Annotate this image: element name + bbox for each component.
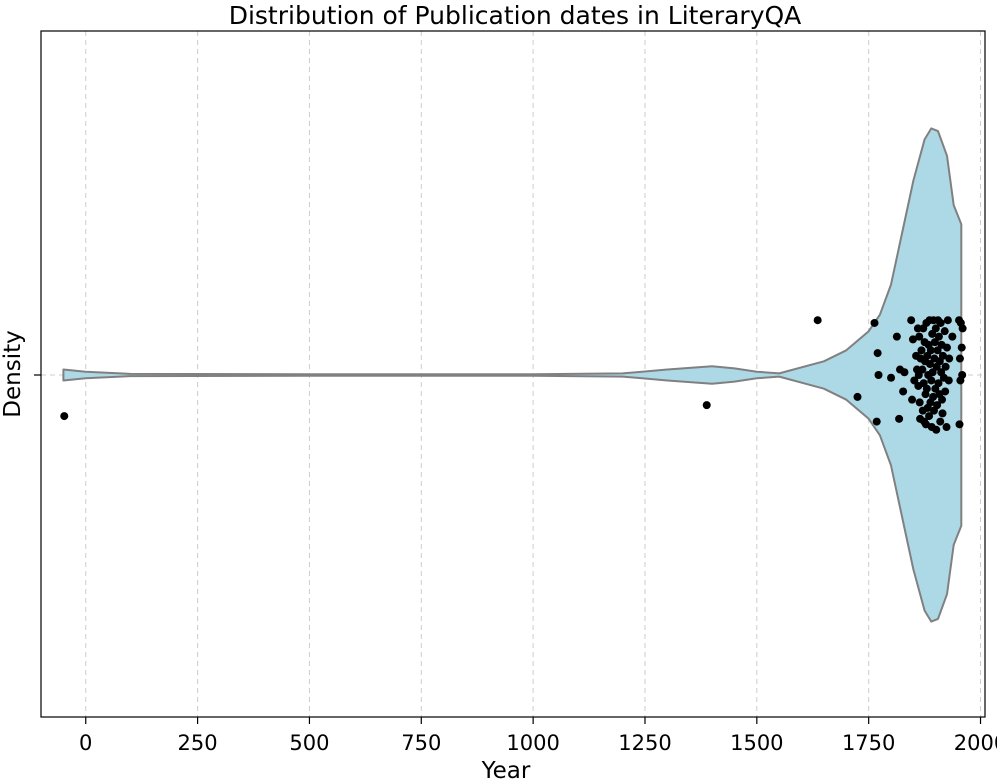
data-point	[892, 332, 901, 341]
data-point	[929, 392, 938, 401]
data-point	[933, 401, 942, 410]
x-axis-ticks: 0 250 500 750 1000 1250 1500 1750 2000	[79, 717, 997, 755]
data-point	[945, 354, 954, 363]
data-point	[940, 327, 949, 336]
data-point	[931, 324, 940, 333]
data-point	[918, 365, 927, 374]
data-point	[853, 392, 862, 401]
plot-frame	[40, 30, 986, 718]
data-point	[910, 376, 919, 385]
data-point	[873, 349, 882, 358]
data-point	[908, 395, 917, 404]
data-point	[872, 417, 881, 426]
x-tick-label: 2000	[954, 731, 997, 755]
x-tick-label: 1750	[842, 731, 895, 755]
data-point	[887, 373, 896, 382]
data-point	[944, 376, 953, 385]
data-point	[870, 318, 879, 327]
data-point	[942, 343, 951, 352]
data-point	[938, 395, 947, 404]
data-point	[941, 387, 950, 396]
data-point	[955, 354, 964, 363]
data-point	[899, 387, 908, 396]
data-point	[922, 384, 931, 393]
violin-body	[62, 127, 963, 623]
data-point	[934, 332, 943, 341]
data-point	[917, 346, 926, 355]
data-point	[927, 376, 936, 385]
x-tick-label: 1500	[730, 731, 783, 755]
data-point	[936, 318, 945, 327]
data-point	[938, 409, 947, 418]
data-point	[938, 351, 947, 360]
data-point	[957, 343, 966, 352]
data-point	[930, 338, 939, 347]
data-point	[907, 316, 916, 325]
data-point	[948, 332, 957, 341]
x-tick-label: 0	[79, 731, 92, 755]
data-point	[900, 368, 909, 377]
chart-title: Distribution of Publication dates in Lit…	[229, 1, 802, 30]
data-point	[813, 316, 822, 325]
data-point	[915, 332, 924, 341]
violin-shape	[62, 127, 963, 623]
data-point	[926, 346, 935, 355]
data-point	[934, 379, 943, 388]
data-point	[702, 401, 711, 410]
data-point	[925, 360, 934, 369]
data-point	[941, 362, 950, 371]
data-point	[942, 423, 951, 432]
data-point	[933, 346, 942, 355]
data-point	[943, 316, 952, 325]
x-tick-label: 1250	[618, 731, 671, 755]
data-point	[908, 335, 917, 344]
data-point	[958, 371, 967, 379]
data-point	[958, 324, 967, 333]
data-point	[955, 420, 964, 429]
data-point	[925, 412, 934, 421]
x-tick-label: 750	[401, 731, 441, 755]
data-point	[895, 414, 904, 423]
y-axis-label: Density	[0, 330, 26, 417]
x-tick-label: 1000	[506, 731, 559, 755]
data-point	[928, 368, 937, 377]
x-tick-label: 250	[178, 731, 218, 755]
data-point	[874, 371, 883, 379]
data-point	[932, 425, 941, 434]
x-axis-label: Year	[481, 758, 531, 783]
data-point	[936, 417, 945, 426]
data-points	[60, 316, 967, 434]
data-point	[915, 398, 924, 407]
data-point	[60, 412, 69, 421]
x-tick-label: 500	[289, 731, 329, 755]
